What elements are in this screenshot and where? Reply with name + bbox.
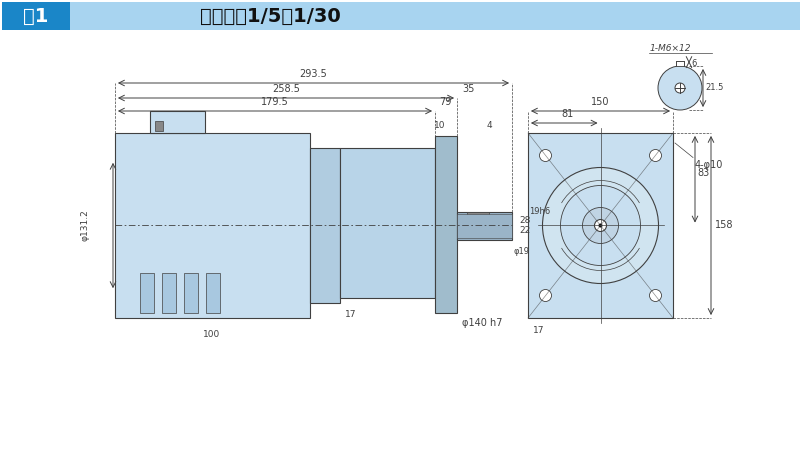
- Text: 35: 35: [462, 84, 474, 94]
- Circle shape: [658, 66, 702, 110]
- Text: 258.5: 258.5: [272, 84, 300, 94]
- Circle shape: [598, 224, 602, 228]
- Bar: [457, 212, 512, 240]
- Bar: [528, 133, 673, 318]
- Text: φ19: φ19: [514, 247, 530, 256]
- Text: φ131.2: φ131.2: [81, 210, 90, 241]
- Bar: [140, 273, 154, 313]
- Text: 19h6: 19h6: [529, 208, 550, 217]
- Circle shape: [650, 289, 662, 301]
- Bar: [340, 148, 435, 298]
- Text: φ140 h7: φ140 h7: [462, 318, 502, 328]
- Bar: [206, 273, 220, 313]
- Text: 150: 150: [591, 97, 610, 107]
- Bar: [457, 214, 512, 238]
- Text: 158: 158: [715, 220, 734, 230]
- Bar: [676, 61, 684, 66]
- Text: 10: 10: [434, 121, 446, 130]
- Text: 22: 22: [519, 226, 530, 235]
- Bar: [150, 111, 205, 133]
- Text: 1-M6×12: 1-M6×12: [650, 44, 691, 53]
- Bar: [467, 212, 489, 217]
- Circle shape: [594, 219, 606, 231]
- Text: 図1: 図1: [23, 7, 49, 26]
- Text: 79: 79: [439, 97, 451, 107]
- Circle shape: [539, 149, 551, 161]
- Circle shape: [539, 289, 551, 301]
- Text: 293.5: 293.5: [300, 69, 327, 79]
- Circle shape: [582, 208, 618, 244]
- Bar: [2, 2, 70, 30]
- Bar: [115, 133, 310, 318]
- Circle shape: [542, 167, 658, 283]
- Text: 6: 6: [691, 59, 696, 68]
- Text: 83: 83: [697, 168, 710, 178]
- Circle shape: [675, 83, 685, 93]
- Bar: [70, 2, 800, 30]
- Text: 21.5: 21.5: [705, 84, 723, 93]
- Text: 17: 17: [345, 310, 357, 319]
- Bar: [162, 273, 176, 313]
- Bar: [435, 136, 457, 313]
- Text: 4: 4: [486, 121, 492, 130]
- Text: 81: 81: [562, 109, 574, 119]
- Bar: [310, 148, 340, 303]
- Text: 17: 17: [533, 326, 545, 335]
- Bar: [184, 273, 198, 313]
- Circle shape: [650, 149, 662, 161]
- Text: 4-φ10: 4-φ10: [695, 160, 723, 170]
- Bar: [155, 121, 163, 131]
- Text: 減速比　1/5～1/30: 減速比 1/5～1/30: [200, 7, 341, 26]
- Circle shape: [561, 185, 641, 265]
- Text: 179.5: 179.5: [261, 97, 289, 107]
- Text: 28: 28: [519, 216, 530, 225]
- Text: 100: 100: [203, 330, 221, 339]
